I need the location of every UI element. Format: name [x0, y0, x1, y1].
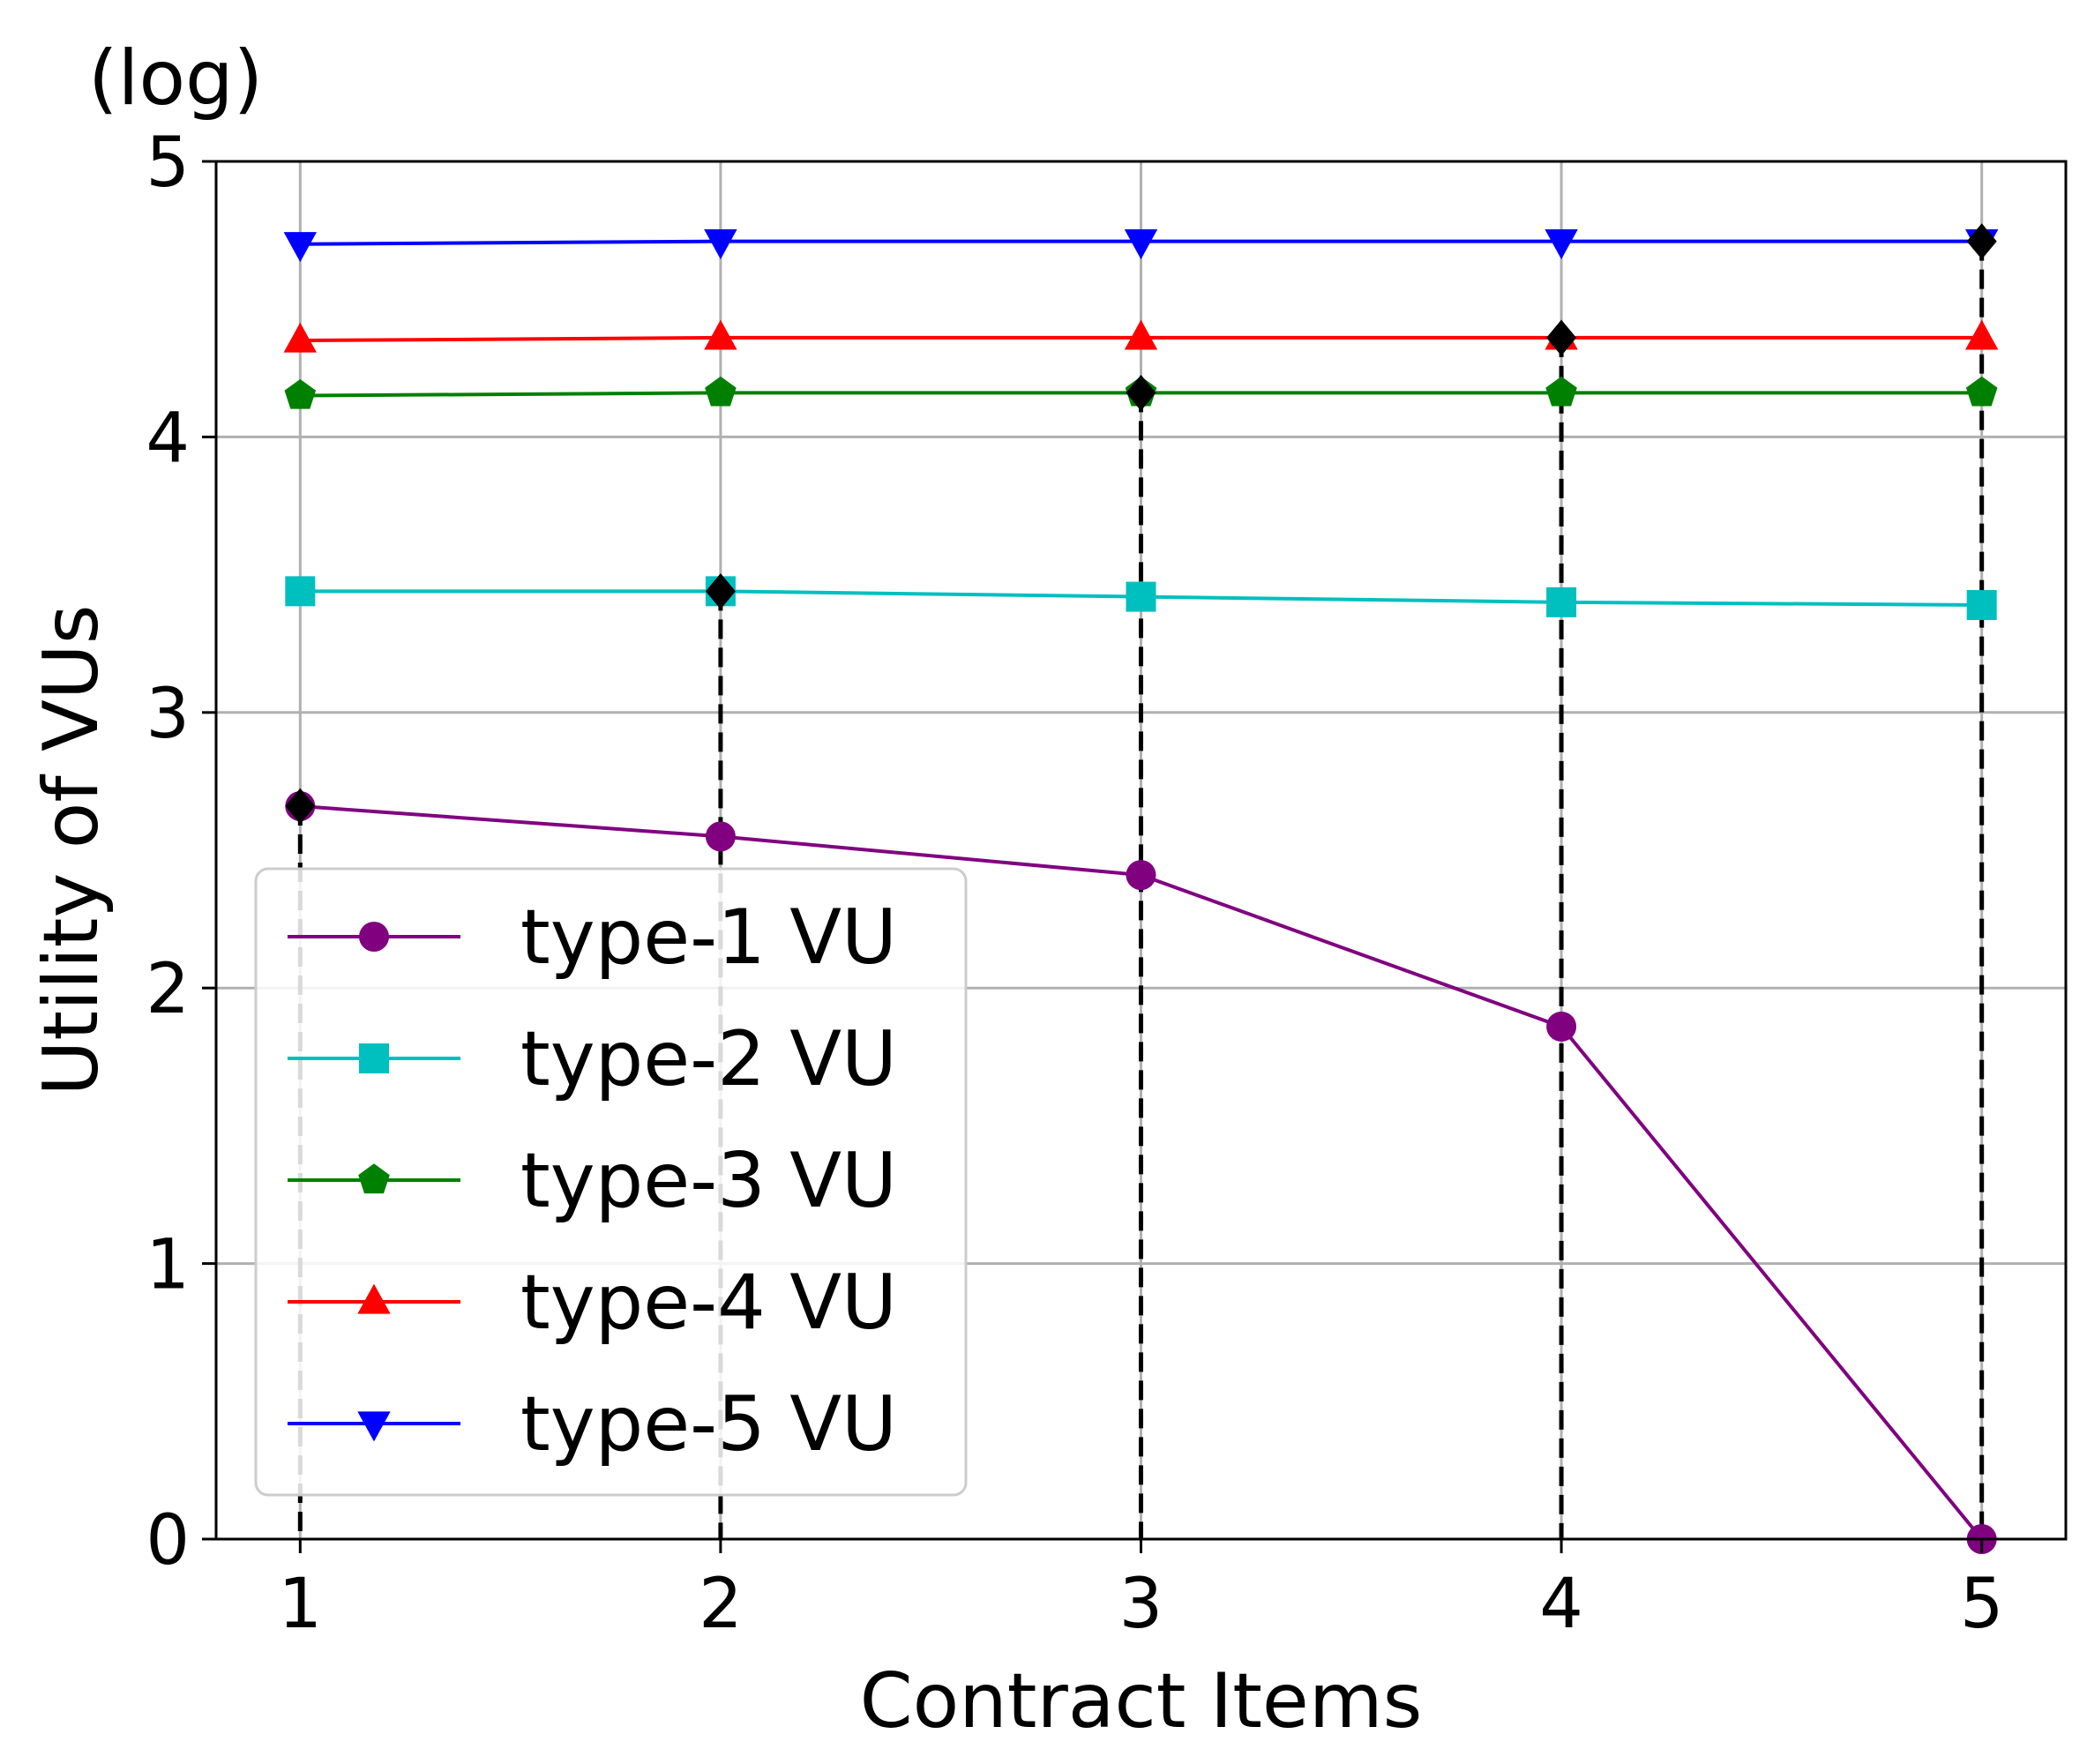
legend-label: type-3 VU: [520, 1137, 897, 1225]
highlighted-points: [285, 223, 1997, 825]
data-point: [1124, 319, 1158, 350]
legend-label: type-2 VU: [520, 1015, 897, 1103]
legend-label: type-4 VU: [520, 1259, 897, 1347]
x-tick-label: 2: [699, 1565, 743, 1644]
x-axis-title: Contract Items: [860, 1657, 1423, 1745]
legend-label: type-5 VU: [520, 1380, 897, 1469]
series-4: [283, 319, 1999, 353]
x-tick-label: 4: [1539, 1565, 1583, 1644]
y-tick-label: 5: [146, 123, 190, 203]
data-point: [1545, 376, 1577, 407]
x-tick-label: 3: [1119, 1565, 1163, 1644]
x-tick-label: 1: [278, 1565, 322, 1644]
legend-box: [254, 867, 968, 1497]
data-point: [283, 232, 318, 263]
y-tick-label: 3: [146, 675, 190, 754]
legend-item: type-5 VU: [288, 1380, 897, 1469]
legend-item: type-4 VU: [288, 1259, 897, 1347]
legend-marker: [359, 1043, 389, 1073]
data-point: [1126, 860, 1156, 891]
data-point: [1124, 228, 1158, 259]
legend-marker: [359, 922, 389, 952]
data-point: [284, 378, 317, 409]
y-tick-label: 0: [146, 1501, 190, 1581]
data-point: [1964, 319, 1999, 350]
log-scale-note: (log): [88, 34, 263, 123]
series-5: [283, 228, 1999, 263]
legend-marker: [358, 1163, 390, 1194]
legend-marker: [357, 1411, 391, 1442]
legend-marker: [357, 1283, 391, 1314]
y-tick-label: 1: [146, 1226, 190, 1305]
legend-item: type-3 VU: [288, 1137, 897, 1225]
y-tick-label: 4: [146, 399, 190, 478]
data-point: [1965, 376, 1998, 407]
highlighted-point: [705, 572, 736, 609]
data-point: [1546, 1011, 1577, 1042]
highlighted-point: [1966, 223, 1997, 259]
data-point: [705, 821, 736, 852]
data-point: [1545, 228, 1578, 259]
highlighted-point: [1546, 319, 1577, 356]
y-axis-title: Utility of VUs: [27, 604, 116, 1095]
data-point: [704, 319, 737, 350]
data-point: [1966, 589, 1997, 620]
legend: type-1 VU type-2 VU type-3 VU type-4 VU type…: [254, 867, 968, 1497]
data-point: [1546, 587, 1577, 617]
highlighted-point: [1126, 375, 1156, 411]
x-tick-label: 5: [1960, 1565, 2004, 1644]
highlighted-point: [285, 788, 316, 825]
data-point: [704, 228, 737, 259]
data-point: [1126, 581, 1156, 612]
legend-label: type-1 VU: [520, 893, 897, 982]
data-point: [283, 322, 318, 353]
data-point: [705, 376, 737, 407]
legend-item: type-2 VU: [288, 1015, 897, 1103]
axis-ticks: 1 2 3 4 5 0 1 2 3 4 5: [146, 123, 2003, 1644]
y-tick-label: 2: [146, 950, 190, 1029]
data-point: [285, 576, 316, 607]
legend-item: type-1 VU: [288, 893, 897, 982]
